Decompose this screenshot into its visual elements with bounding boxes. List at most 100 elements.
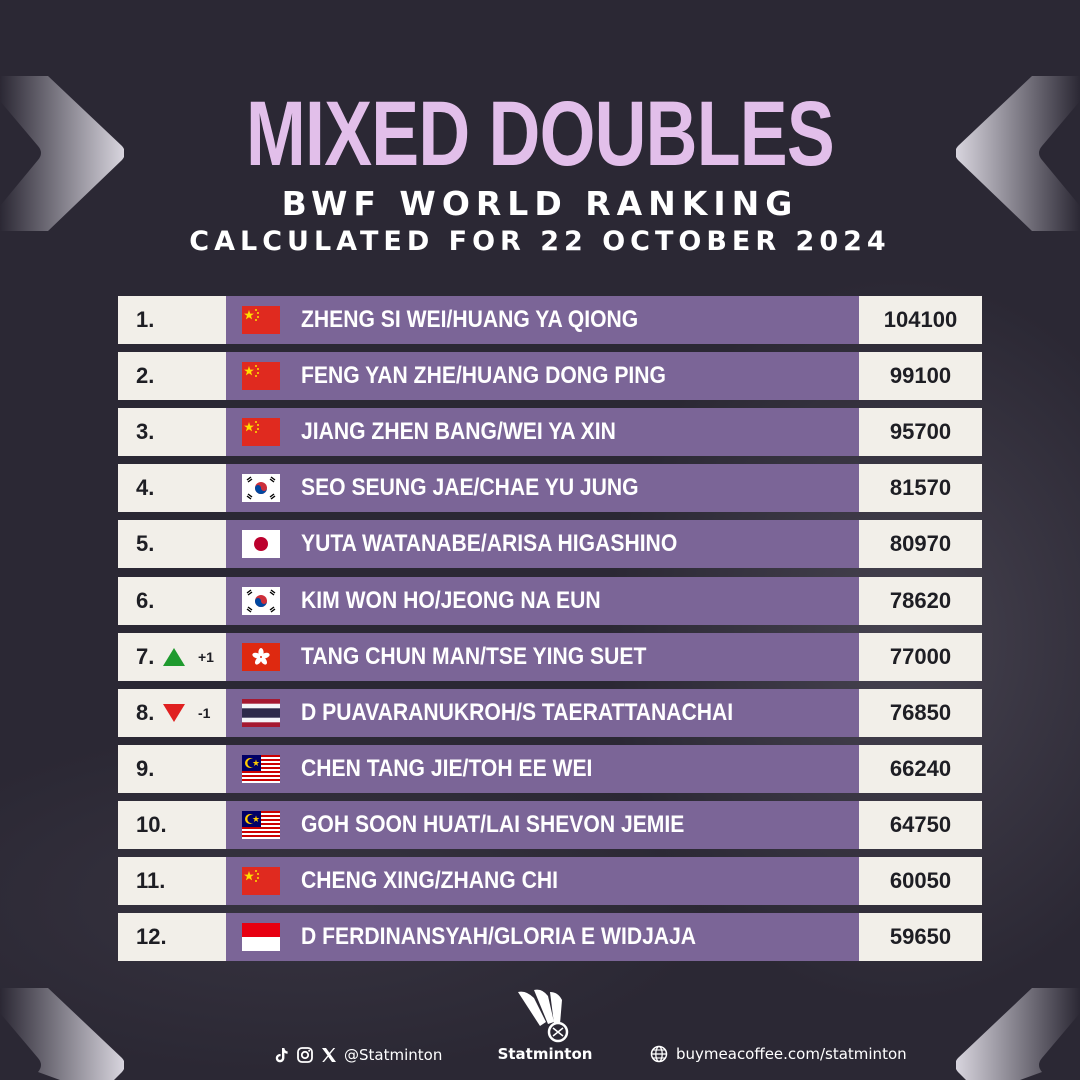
player-names: KIM WON HO/JEONG NA EUN [301,587,601,614]
flag-thailand-icon [242,699,280,727]
rank-number: 4. [136,475,155,500]
points-cell: 80970 [859,520,982,568]
ranking-row: 6. KIM WON HO/JEONG NA EUN 78620 [118,577,982,625]
flag-china-icon [242,306,280,334]
player-names: CHENG XING/ZHANG CHI [301,867,558,894]
rank-cell: 11. [118,857,226,905]
website-url[interactable]: buymeacoffee.com/statminton [676,1045,907,1063]
rank-cell: 10. [118,801,226,849]
rank-number: 12. [136,924,167,949]
players-cell: CHENG XING/ZHANG CHI [226,857,859,905]
rank-number: 10. [136,812,167,837]
website-link[interactable]: buymeacoffee.com/statminton [650,1043,907,1065]
flag-china-icon [242,867,280,895]
ranking-row: 5. YUTA WATANABE/ARISA HIGASHINO 80970 [118,520,982,568]
rank-cell: 12. [118,913,226,961]
rank-number: 6. [136,588,155,613]
rank-number: 9. [136,756,155,781]
rank-change: +1 [198,649,214,665]
x-icon[interactable] [320,1046,338,1064]
flag-malaysia-icon [242,755,280,783]
flag-japan-icon [242,530,280,558]
points-value: 76850 [889,700,952,725]
rank-down-arrow-icon [162,703,186,723]
points-value: 64750 [889,812,952,837]
points-value: 66240 [889,756,952,781]
points-cell: 64750 [859,801,982,849]
player-names: ZHENG SI WEI/HUANG YA QIONG [301,306,639,333]
rank-up-arrow-icon [162,647,186,667]
players-cell: FENG YAN ZHE/HUANG DONG PING [226,352,859,400]
player-names: SEO SEUNG JAE/CHAE YU JUNG [301,474,639,501]
shuttlecock-logo-icon [518,989,569,1043]
points-cell: 95700 [859,408,982,456]
points-value: 77000 [889,644,952,669]
points-cell: 104100 [859,296,982,344]
page-title: MIXED DOUBLES [246,83,835,185]
ranking-row: 8. -1 D PUAVARANUKROH/S TAERATTANACHAI 7685… [118,689,982,737]
flag-china-icon [242,418,280,446]
player-names: CHEN TANG JIE/TOH EE WEI [301,755,593,782]
flag-south-korea-icon [242,474,280,502]
social-links: @Statminton [272,1044,442,1066]
rank-cell: 2. [118,352,226,400]
points-cell: 60050 [859,857,982,905]
brand-name: Statminton [497,1045,593,1063]
player-names: TANG CHUN MAN/TSE YING SUET [301,643,647,670]
ranking-row: 9. CHEN TANG JIE/TOH EE WEI 66240 [118,745,982,793]
rank-number: 3. [136,419,155,444]
player-names: FENG YAN ZHE/HUANG DONG PING [301,362,666,389]
ranking-row: 4. SEO SEUNG JAE/CHAE YU JUNG 81570 [118,464,982,512]
ranking-row: 3. JIANG ZHEN BANG/WEI YA XIN 95700 [118,408,982,456]
points-cell: 59650 [859,913,982,961]
flag-south-korea-icon [242,587,280,615]
players-cell: YUTA WATANABE/ARISA HIGASHINO [226,520,859,568]
points-value: 80970 [889,531,952,556]
instagram-icon[interactable] [296,1046,314,1064]
points-value: 60050 [889,868,952,893]
globe-icon [650,1045,668,1063]
points-cell: 99100 [859,352,982,400]
rank-number: 1. [136,307,155,332]
rank-cell: 7. +1 [118,633,226,681]
rank-cell: 1. [118,296,226,344]
players-cell: JIANG ZHEN BANG/WEI YA XIN [226,408,859,456]
rank-cell: 3. [118,408,226,456]
points-value: 104100 [883,307,958,332]
rank-change: -1 [198,705,211,721]
players-cell: TANG CHUN MAN/TSE YING SUET [226,633,859,681]
rank-cell: 8. -1 [118,689,226,737]
flag-china-icon [242,362,280,390]
right-chevron-decoration-bottom [956,988,1080,1080]
points-cell: 78620 [859,577,982,625]
rank-number: 5. [136,531,155,556]
ranking-row: 1. ZHENG SI WEI/HUANG YA QIONG 104100 [118,296,982,344]
ranking-row: 7. +1 TANG CHUN MAN/TSE YING SUET 77000 [118,633,982,681]
rank-number: 11. [136,868,166,893]
page-subtitle: BWF WORLD RANKING [281,184,799,223]
points-cell: 76850 [859,689,982,737]
players-cell: SEO SEUNG JAE/CHAE YU JUNG [226,464,859,512]
rank-number: 8. [136,700,155,725]
right-chevron-decoration-top [956,76,1080,231]
left-chevron-decoration-top [0,76,124,231]
ranking-row: 10. GOH SOON HUAT/LAI SHEVON JEMIE 64750 [118,801,982,849]
ranking-date: CALCULATED FOR 22 OCTOBER 2024 [189,226,891,257]
rank-number: 2. [136,363,155,388]
rank-cell: 4. [118,464,226,512]
player-names: GOH SOON HUAT/LAI SHEVON JEMIE [301,811,685,838]
points-cell: 66240 [859,745,982,793]
player-names: D PUAVARANUKROH/S TAERATTANACHAI [301,699,734,726]
social-handle[interactable]: @Statminton [344,1046,443,1064]
points-value: 78620 [889,588,952,613]
flag-hong-kong-icon [242,643,280,671]
rank-number: 7. [136,644,155,669]
player-names: JIANG ZHEN BANG/WEI YA XIN [301,418,616,445]
points-cell: 81570 [859,464,982,512]
ranking-row: 12. D FERDINANSYAH/GLORIA E WIDJAJA 59650 [118,913,982,961]
rank-cell: 6. [118,577,226,625]
players-cell: GOH SOON HUAT/LAI SHEVON JEMIE [226,801,859,849]
players-cell: ZHENG SI WEI/HUANG YA QIONG [226,296,859,344]
left-chevron-decoration-bottom [0,988,124,1080]
tiktok-icon[interactable] [272,1046,290,1064]
